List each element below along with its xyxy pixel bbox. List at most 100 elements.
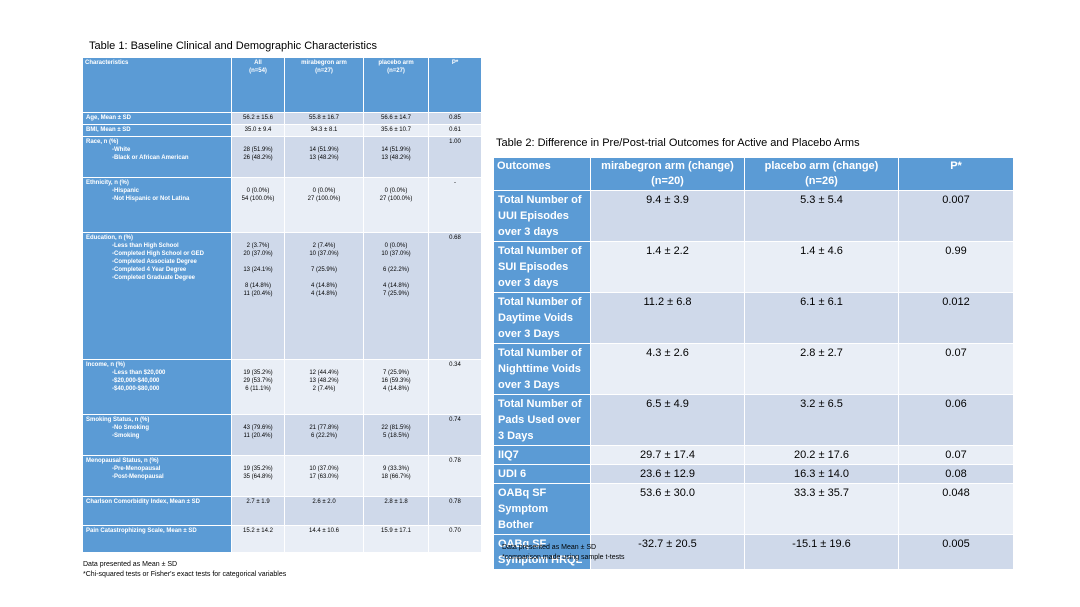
table2-note-line: *comparison made using sample t-tests — [502, 554, 625, 561]
p-value-text: 0.78 — [449, 458, 461, 464]
row-sub-label: -Smoking — [112, 433, 140, 439]
table2-p-value: 0.07 — [898, 343, 1014, 395]
cell-value: 2.6 ± 2.0 — [312, 499, 336, 505]
cell-gap — [234, 138, 282, 146]
cell-value: 43 (79.6%) — [243, 425, 273, 431]
cell-value: 10 (37.0%) — [309, 251, 339, 257]
table1-row: Pain Catastrophizing Scale, Mean ± SD 15.… — [82, 525, 482, 553]
row-sub-label: -Completed 4 Year Degree — [112, 267, 187, 273]
cell-value: 6 (22.2%) — [310, 433, 337, 439]
cell-value: 27 (100.0%) — [307, 196, 341, 202]
table2-placebo-cell: 2.8 ± 2.7 — [744, 343, 899, 395]
table1-value-cell: 7 (25.9%) 16 (59.3%) 4 (14.8%) — [363, 359, 429, 415]
table2-placebo-cell: 33.3 ± 35.7 — [744, 483, 899, 535]
table2-row: Total Number of Nighttime Voids over 3 D… — [493, 343, 1014, 395]
outcomes-difference-table: Outcomes mirabegron arm (change) (n=20) pla… — [493, 157, 1014, 570]
table1-p-value: 0.34 — [428, 359, 482, 415]
row-sub-label: -Pre-Menopausal — [112, 466, 161, 472]
cell-gap — [234, 258, 282, 266]
cell-gap — [234, 457, 282, 465]
cell-value: 21 (77.8%) — [309, 425, 339, 431]
row-label-text: Menopausal Status, n (%) — [86, 458, 159, 464]
cell-value: 14 (51.9%) — [309, 147, 339, 153]
table1-caption: Table 1: Baseline Clinical and Demograph… — [89, 40, 377, 52]
row-sub-label: -Less than High School — [112, 243, 179, 249]
cell-value: 5 (18.5%) — [382, 433, 409, 439]
table1-p-value: 0.61 — [428, 124, 482, 137]
table1-value-cell: 15.2 ± 14.2 — [231, 525, 285, 553]
table1-p-value: 0.68 — [428, 232, 482, 360]
table2-header-cell: Outcomes — [493, 157, 591, 191]
cell-gap — [287, 234, 361, 242]
table1-row: Smoking Status, n (%) -No Smoking -Smoking… — [82, 414, 482, 456]
cell-line: (n=27) — [315, 68, 333, 74]
cell-value: 2.8 ± 1.8 — [384, 499, 408, 505]
table1-row: Age, Mean ± SD 56.2 ± 15.6 55.8 ± 16.7 56.6… — [82, 112, 482, 125]
cell-value: 20 (37.0%) — [243, 251, 273, 257]
p-value-text: - — [454, 180, 456, 186]
table2-row: UDI 6 23.6 ± 12.9 16.3 ± 14.0 0.08 — [493, 464, 1014, 484]
cell-value: 10 (37.0%) — [309, 466, 339, 472]
cell-value: 18 (66.7%) — [381, 474, 411, 480]
cell-value: 16 (59.3%) — [381, 378, 411, 384]
p-value-text: 0.74 — [449, 417, 461, 423]
table1-value-cell: 0 (0.0%) 27 (100.0%) — [363, 177, 429, 233]
table2-p-value: 0.012 — [898, 292, 1014, 344]
cell-gap — [234, 416, 282, 424]
header-line: Outcomes — [497, 160, 551, 172]
cell-value: 2.7 ± 1.9 — [246, 499, 270, 505]
p-value-text: 0.70 — [449, 528, 461, 534]
cell-gap — [234, 361, 282, 369]
table2-p-value: 0.007 — [898, 190, 1014, 242]
table1-p-value: 0.78 — [428, 496, 482, 526]
table2-header-cell: P* — [898, 157, 1014, 191]
cell-value: 2 (3.7%) — [246, 243, 270, 249]
row-label-text: Smoking Status, n (%) — [86, 417, 150, 423]
cell-value: 11 (20.4%) — [243, 291, 273, 297]
table2-mirabegron-cell: 11.2 ± 6.8 — [590, 292, 745, 344]
cell-value: 13 (48.2%) — [381, 155, 411, 161]
cell-line: placebo arm — [378, 60, 414, 66]
cell-value: 19 (35.2%) — [243, 466, 273, 472]
table2-mirabegron-cell: 1.4 ± 2.2 — [590, 241, 745, 293]
cell-line: (n=27) — [387, 68, 405, 74]
row-label-text: Education, n (%) — [86, 235, 133, 241]
cell-value: 35.6 ± 10.7 — [381, 127, 411, 133]
row-label-text: Pain Catastrophizing Scale, Mean ± SD — [86, 528, 197, 534]
cell-value: 14 (51.9%) — [381, 147, 411, 153]
header-line: (n=20) — [651, 175, 684, 187]
cell-value: 2 (7.4%) — [312, 243, 336, 249]
cell-value: 15.2 ± 14.2 — [243, 528, 273, 534]
cell-line: (n=54) — [249, 68, 267, 74]
table1-row-label: Smoking Status, n (%) -No Smoking -Smoking — [82, 414, 232, 456]
p-value-text: 0.68 — [449, 235, 461, 241]
p-value-text: 1.00 — [449, 139, 461, 145]
table1-row-label: Race, n (%) -White -Black or African Ameri… — [82, 136, 232, 178]
cell-value: 13 (48.2%) — [309, 155, 339, 161]
table2-p-value: 0.08 — [898, 464, 1014, 484]
table2-row: Total Number of SUI Episodes over 3 days… — [493, 241, 1014, 293]
table1-value-cell: 56.6 ± 14.7 — [363, 112, 429, 125]
cell-gap — [366, 258, 426, 266]
cell-gap — [287, 361, 361, 369]
cell-value: 7 (25.9%) — [310, 267, 337, 273]
cell-value: 2 (7.4%) — [312, 386, 336, 392]
cell-gap — [287, 457, 361, 465]
table1-value-cell: 35.6 ± 10.7 — [363, 124, 429, 137]
row-label-text: Age, Mean ± SD — [86, 115, 131, 121]
row-label-text: Income, n (%) — [86, 362, 126, 368]
table2-row-label: UDI 6 — [493, 464, 591, 484]
header-line: (n=26) — [805, 175, 838, 187]
table1-header-cell: mirabegron arm (n=27) — [284, 57, 364, 113]
row-label-text: Charlson Comorbidity Index, Mean ± SD — [86, 499, 200, 505]
table2-row-label: IIQ7 — [493, 445, 591, 465]
cell-value: 34.3 ± 8.1 — [310, 127, 338, 133]
table1-value-cell: 55.8 ± 16.7 — [284, 112, 364, 125]
table1-value-cell: 21 (77.8%) 6 (22.2%) — [284, 414, 364, 456]
table2-row: OABq SF Symptom HRQL -32.7 ± 20.5 -15.1 ± … — [493, 534, 1014, 570]
cell-gap — [234, 234, 282, 242]
cell-value: 19 (35.2%) — [243, 370, 273, 376]
cell-value: 13 (24.1%) — [243, 267, 273, 273]
cell-value: 0 (0.0%) — [312, 188, 336, 194]
cell-value: 4 (14.8%) — [382, 386, 409, 392]
